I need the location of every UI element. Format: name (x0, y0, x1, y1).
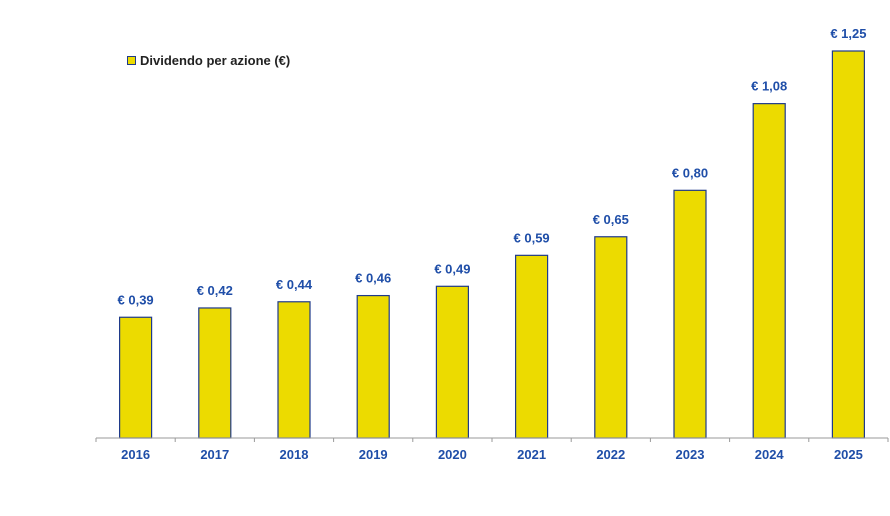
x-tick-label-2020: 2020 (438, 447, 467, 462)
data-label-2021: € 0,59 (514, 230, 550, 245)
x-tick-label-2022: 2022 (596, 447, 625, 462)
bar-2018 (277, 301, 311, 439)
data-label-2016: € 0,39 (118, 292, 154, 307)
x-tick-label-2019: 2019 (359, 447, 388, 462)
bars-group (118, 50, 866, 439)
x-tick-label-2016: 2016 (121, 447, 150, 462)
bar-2016 (118, 316, 153, 439)
data-labels-group: € 0,39 € 0,42 € 0,44 € 0,46 € 0,49 € 0,59 € 0,… (118, 26, 867, 307)
bar-2021 (514, 254, 549, 439)
bar-2023 (673, 189, 707, 439)
data-label-2024: € 1,08 (751, 79, 787, 94)
bar-2019 (356, 294, 390, 439)
data-label-2022: € 0,65 (593, 212, 629, 227)
x-tick-label-2017: 2017 (200, 447, 229, 462)
data-label-2018: € 0,44 (276, 277, 313, 292)
bar-2024 (752, 103, 786, 439)
x-tick-label-2021: 2021 (517, 447, 546, 462)
bar-2022 (594, 236, 628, 439)
legend-swatch (127, 56, 136, 65)
x-tick-label-2025: 2025 (834, 447, 863, 462)
legend: Dividendo per azione (€) (127, 53, 290, 68)
x-axis: 2016 2017 2018 2019 2020 2021 2022 2023 2024 2025 (95, 437, 889, 462)
x-tick-label-2018: 2018 (280, 447, 309, 462)
data-label-2017: € 0,42 (197, 283, 233, 298)
data-label-2025: € 1,25 (830, 26, 866, 41)
legend-label: Dividendo per azione (€) (140, 53, 291, 68)
bar-2020 (435, 285, 469, 439)
bar-2017 (198, 307, 232, 439)
x-tick-label-2023: 2023 (676, 447, 705, 462)
data-label-2019: € 0,46 (355, 271, 391, 286)
data-label-2023: € 0,80 (672, 165, 708, 180)
data-label-2020: € 0,49 (434, 261, 470, 276)
x-tick-label-2024: 2024 (755, 447, 785, 462)
bar-2025 (831, 50, 866, 439)
